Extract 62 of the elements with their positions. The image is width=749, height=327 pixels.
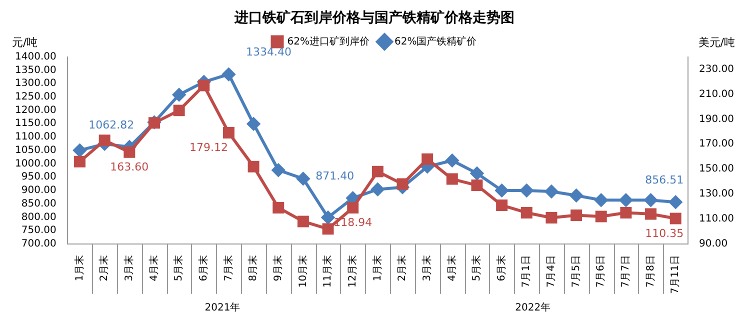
data-label: 871.40 xyxy=(316,169,354,182)
y2-tick-label: 110.00 xyxy=(699,214,734,225)
x-tick-label: 5月末 xyxy=(172,254,185,282)
x-tick-label: 4月末 xyxy=(148,254,160,282)
x-tick-label: 7月5日 xyxy=(570,254,582,288)
x-tick-label: 7月4日 xyxy=(546,254,558,288)
y-tick-label: 1200.00 xyxy=(14,104,56,116)
x-tick-label: 8月末 xyxy=(247,254,260,282)
y-tick-label: 800.00 xyxy=(21,212,56,223)
y-tick-label: 850.00 xyxy=(21,198,56,210)
legend-label: 62%国产铁精矿价 xyxy=(394,35,477,48)
text: 2022年 xyxy=(515,302,551,314)
x-tick-label: 3月末 xyxy=(123,254,136,282)
y-tick-label: 1100.00 xyxy=(14,132,56,143)
data-label: 179.12 xyxy=(189,141,228,154)
x-tick-label: 7月1日 xyxy=(521,254,532,288)
y-tick-label: 700.00 xyxy=(21,238,56,250)
y-tick-label: 1150.00 xyxy=(14,118,56,130)
x-tick-label: 1月末 xyxy=(73,254,86,282)
x-tick-label: 9月末 xyxy=(272,254,284,282)
x-tick-label: 6月末 xyxy=(197,254,210,282)
y-tick-label: 750.00 xyxy=(21,225,56,236)
x-tick-label: 7月7日 xyxy=(620,254,632,288)
y-tick-label: 1000.00 xyxy=(14,158,56,170)
x-tick-label: 7月6日 xyxy=(596,254,607,288)
x-tick-label: 12月末 xyxy=(346,254,358,288)
x-tick-label: 11月末 xyxy=(322,254,334,288)
data-label: 110.35 xyxy=(645,226,684,240)
y2-tick-label: 90.00 xyxy=(699,238,728,250)
y-tick-label: 1300.00 xyxy=(14,78,56,90)
x-tick-label: 1月末 xyxy=(371,254,384,282)
y2-tick-label: 150.00 xyxy=(699,164,734,175)
data-label: 1062.82 xyxy=(88,118,134,132)
data-label: 856.51 xyxy=(645,173,684,186)
x-tick-label: 2月末 xyxy=(98,254,110,282)
x-tick-label: 7月末 xyxy=(222,254,234,282)
y2-tick-label: 190.00 xyxy=(699,114,734,125)
y2-axis-title: 美元/吨 xyxy=(698,36,735,50)
data-label: 1334.40 xyxy=(246,46,292,59)
x-tick-label: 5月末 xyxy=(470,254,483,282)
y2-tick-label: 170.00 xyxy=(699,138,734,150)
data-label: 163.60 xyxy=(110,160,149,174)
x-tick-label: 2月末 xyxy=(396,254,408,282)
x-tick-label: 6月末 xyxy=(495,254,508,282)
y-tick-label: 1050.00 xyxy=(14,144,56,156)
x-tick-label: 3月末 xyxy=(420,254,433,282)
y-tick-label: 1350.00 xyxy=(14,64,56,76)
y2-tick-label: 130.00 xyxy=(699,188,734,200)
y2-tick-label: 230.00 xyxy=(699,64,734,75)
y-axis-title: 元/吨 xyxy=(12,36,38,50)
legend-label: 62%进口矿到岸价 xyxy=(287,35,370,48)
x-tick-label: 7月11日 xyxy=(670,254,682,294)
y-tick-label: 1250.00 xyxy=(14,91,56,102)
x-tick-label: 7月8日 xyxy=(645,254,656,288)
x-tick-label: 4月末 xyxy=(446,254,458,282)
y2-tick-label: 210.00 xyxy=(699,88,734,100)
y-tick-label: 950.00 xyxy=(21,172,56,183)
y-tick-label: 900.00 xyxy=(21,185,56,196)
chart-title: 进口铁矿石到岸价格与国产铁精矿价格走势图 xyxy=(234,9,514,26)
x-tick-label: 10月末 xyxy=(296,254,309,288)
y-tick-label: 1400.00 xyxy=(14,51,56,62)
text: 2021年 xyxy=(204,302,240,314)
